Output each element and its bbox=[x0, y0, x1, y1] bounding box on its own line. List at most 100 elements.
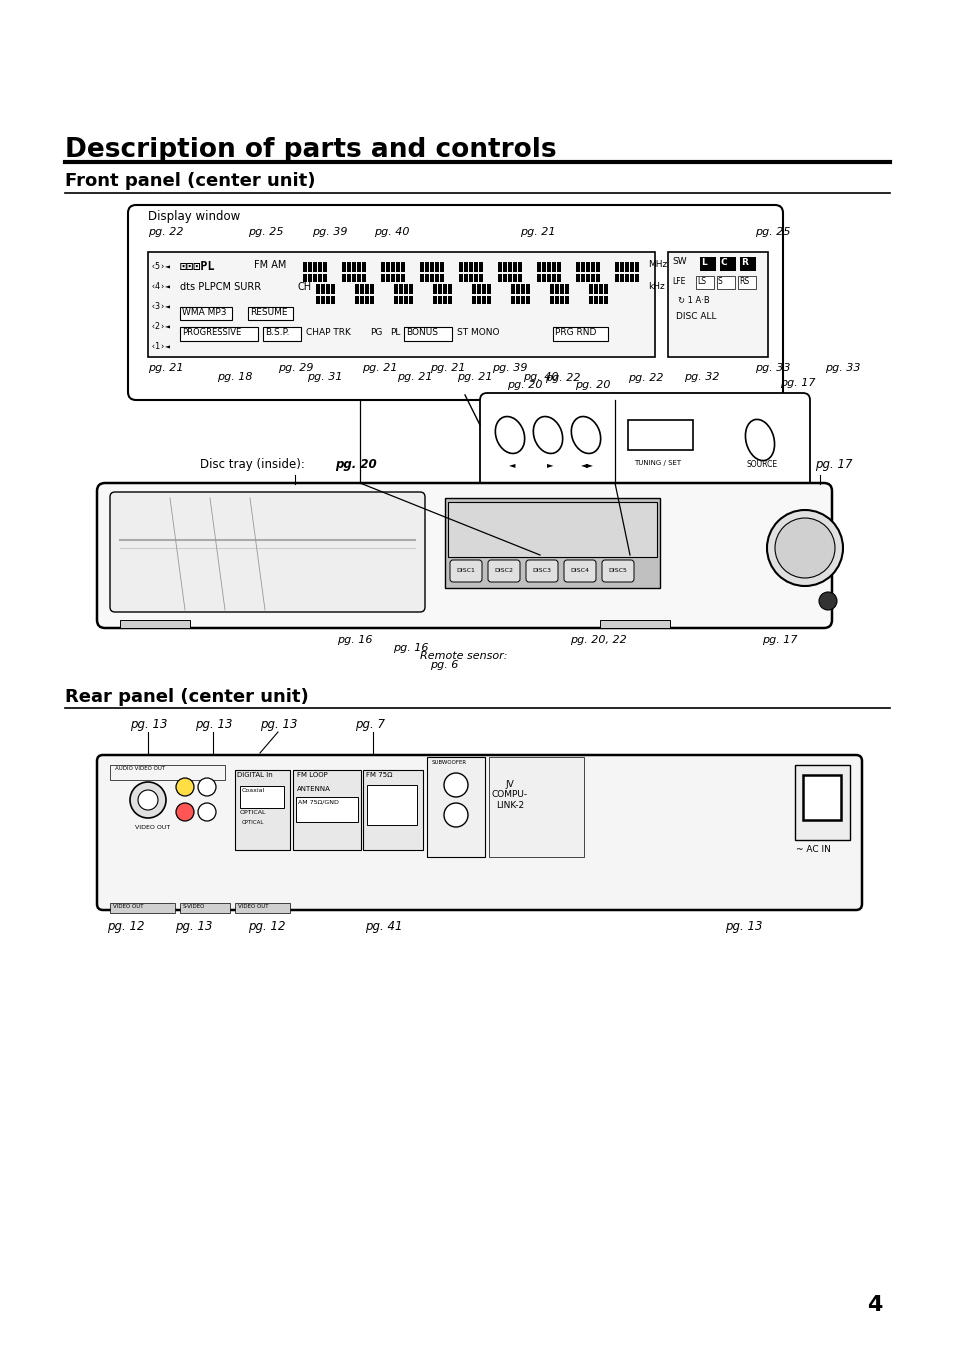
Bar bbox=[386, 274, 390, 282]
Bar bbox=[794, 765, 849, 840]
Bar bbox=[615, 262, 618, 272]
Bar bbox=[603, 284, 607, 295]
Bar bbox=[555, 296, 558, 304]
Bar bbox=[308, 262, 312, 272]
Text: DISC4: DISC4 bbox=[570, 569, 589, 574]
Bar bbox=[320, 284, 325, 295]
Bar bbox=[308, 274, 312, 282]
Text: pg. 20: pg. 20 bbox=[335, 458, 376, 471]
Circle shape bbox=[818, 592, 836, 611]
Bar bbox=[361, 274, 366, 282]
Bar bbox=[541, 274, 545, 282]
Text: ‹5›◄: ‹5›◄ bbox=[151, 262, 171, 272]
Bar bbox=[355, 284, 358, 295]
Text: BONUS: BONUS bbox=[406, 328, 437, 336]
Text: pg. 12: pg. 12 bbox=[107, 920, 144, 934]
Text: VIDEO OUT: VIDEO OUT bbox=[112, 904, 143, 909]
Bar bbox=[603, 296, 607, 304]
Bar bbox=[546, 262, 551, 272]
Bar bbox=[580, 274, 584, 282]
Text: pg. 22: pg. 22 bbox=[627, 373, 662, 382]
Bar bbox=[352, 262, 355, 272]
Bar bbox=[370, 284, 374, 295]
Bar bbox=[516, 296, 519, 304]
Bar bbox=[564, 284, 568, 295]
Text: ‹1›◄: ‹1›◄ bbox=[151, 342, 171, 351]
Bar bbox=[481, 284, 485, 295]
Bar bbox=[403, 327, 452, 340]
Text: pg. 21: pg. 21 bbox=[361, 363, 397, 373]
Bar bbox=[502, 274, 506, 282]
Text: Front panel (center unit): Front panel (center unit) bbox=[65, 172, 315, 190]
Bar bbox=[700, 257, 716, 272]
Text: Rear panel (center unit): Rear panel (center unit) bbox=[65, 688, 309, 707]
Text: pg. 21: pg. 21 bbox=[148, 363, 183, 373]
Bar bbox=[359, 296, 364, 304]
Text: pg. 18: pg. 18 bbox=[216, 372, 253, 382]
FancyBboxPatch shape bbox=[563, 561, 596, 582]
Bar bbox=[478, 262, 482, 272]
Text: pg. 25: pg. 25 bbox=[754, 227, 790, 236]
Text: pg. 13: pg. 13 bbox=[174, 920, 213, 934]
Bar bbox=[295, 797, 357, 821]
Bar bbox=[323, 262, 327, 272]
Bar bbox=[430, 262, 434, 272]
Bar bbox=[347, 274, 351, 282]
Bar bbox=[590, 274, 595, 282]
Bar bbox=[120, 620, 190, 628]
Text: PRG RND: PRG RND bbox=[555, 328, 596, 336]
Bar bbox=[391, 274, 395, 282]
Bar bbox=[576, 262, 579, 272]
Text: pg. 33: pg. 33 bbox=[824, 363, 860, 373]
Bar bbox=[448, 284, 452, 295]
Bar bbox=[720, 257, 735, 272]
Bar bbox=[293, 770, 360, 850]
Text: ANTENNA: ANTENNA bbox=[296, 786, 331, 792]
Bar bbox=[409, 284, 413, 295]
Text: ⊡⊡⊡PL: ⊡⊡⊡PL bbox=[180, 259, 215, 273]
Bar bbox=[394, 296, 397, 304]
Bar bbox=[555, 284, 558, 295]
Bar bbox=[400, 262, 405, 272]
Text: Coaxial: Coaxial bbox=[242, 788, 265, 793]
Bar bbox=[444, 499, 659, 588]
Text: WMA MP3: WMA MP3 bbox=[182, 308, 226, 317]
Text: pg. 17: pg. 17 bbox=[814, 458, 852, 471]
FancyBboxPatch shape bbox=[97, 755, 862, 911]
Bar bbox=[395, 274, 399, 282]
Text: pg. 16: pg. 16 bbox=[393, 643, 428, 653]
Bar bbox=[481, 296, 485, 304]
Bar bbox=[409, 296, 413, 304]
Bar bbox=[433, 284, 436, 295]
Text: MHz: MHz bbox=[647, 259, 666, 269]
Text: pg. 22: pg. 22 bbox=[544, 373, 579, 382]
Text: pg. 31: pg. 31 bbox=[307, 372, 342, 382]
Bar bbox=[513, 262, 517, 272]
Bar bbox=[424, 262, 429, 272]
Bar bbox=[615, 274, 618, 282]
Text: kHz: kHz bbox=[647, 282, 664, 290]
Bar bbox=[437, 284, 441, 295]
Text: ‹3›◄: ‹3›◄ bbox=[151, 303, 171, 311]
Text: ‹4›◄: ‹4›◄ bbox=[151, 282, 171, 290]
Ellipse shape bbox=[495, 416, 524, 454]
Bar bbox=[629, 262, 634, 272]
Bar bbox=[448, 296, 452, 304]
Text: Remote sensor:: Remote sensor: bbox=[419, 651, 507, 661]
Bar bbox=[110, 902, 174, 913]
Text: L: L bbox=[700, 258, 706, 267]
Bar bbox=[435, 274, 438, 282]
Bar bbox=[355, 296, 358, 304]
Bar bbox=[370, 296, 374, 304]
Text: PROGRESSIVE: PROGRESSIVE bbox=[182, 328, 241, 336]
Text: B.S.P.: B.S.P. bbox=[265, 328, 289, 336]
Bar bbox=[599, 620, 669, 628]
Bar bbox=[516, 284, 519, 295]
Text: pg. 25: pg. 25 bbox=[248, 227, 283, 236]
Bar bbox=[598, 296, 602, 304]
Bar bbox=[635, 262, 639, 272]
Text: ~ AC IN: ~ AC IN bbox=[795, 844, 830, 854]
Text: pg. 13: pg. 13 bbox=[724, 920, 761, 934]
Bar bbox=[317, 262, 322, 272]
Bar bbox=[520, 296, 524, 304]
